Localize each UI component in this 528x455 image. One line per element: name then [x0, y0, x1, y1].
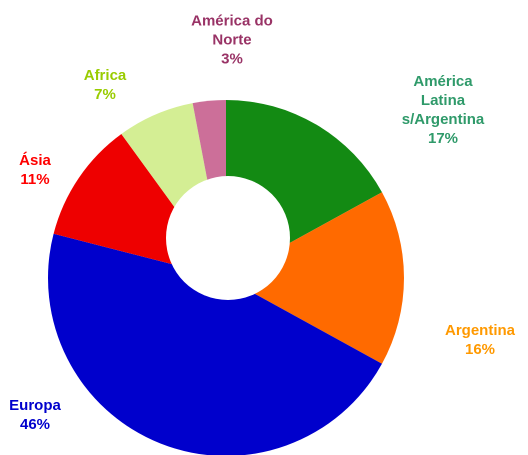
- donut-segment: [48, 233, 382, 455]
- value-label: 17%: [427, 130, 459, 147]
- category-name: América Latina s/Argentina: [401, 73, 485, 128]
- category-name: Europa: [9, 397, 61, 414]
- value-label: 3%: [221, 50, 243, 68]
- value-label: 11%: [20, 171, 50, 188]
- segment-label: Argentina 16%: [415, 321, 528, 359]
- value-label: 16%: [464, 341, 496, 358]
- donut-segment: [226, 192, 404, 364]
- segment-label: América Latina s/Argentina 17%: [398, 72, 488, 148]
- value-label: 7%: [94, 86, 116, 103]
- category-name: Ásia: [19, 152, 51, 169]
- segment-label: América do Norte 3%: [177, 12, 287, 69]
- segment-label: Ásia 11%: [0, 151, 100, 189]
- donut-hole: [166, 176, 290, 300]
- category-name: Africa: [83, 67, 127, 84]
- category-name: América do Norte: [191, 12, 273, 49]
- segment-label: Africa 7%: [40, 66, 170, 104]
- segment-label: Europa 46%: [0, 396, 100, 434]
- category-name: Argentina: [444, 322, 515, 339]
- value-label: 46%: [19, 416, 51, 433]
